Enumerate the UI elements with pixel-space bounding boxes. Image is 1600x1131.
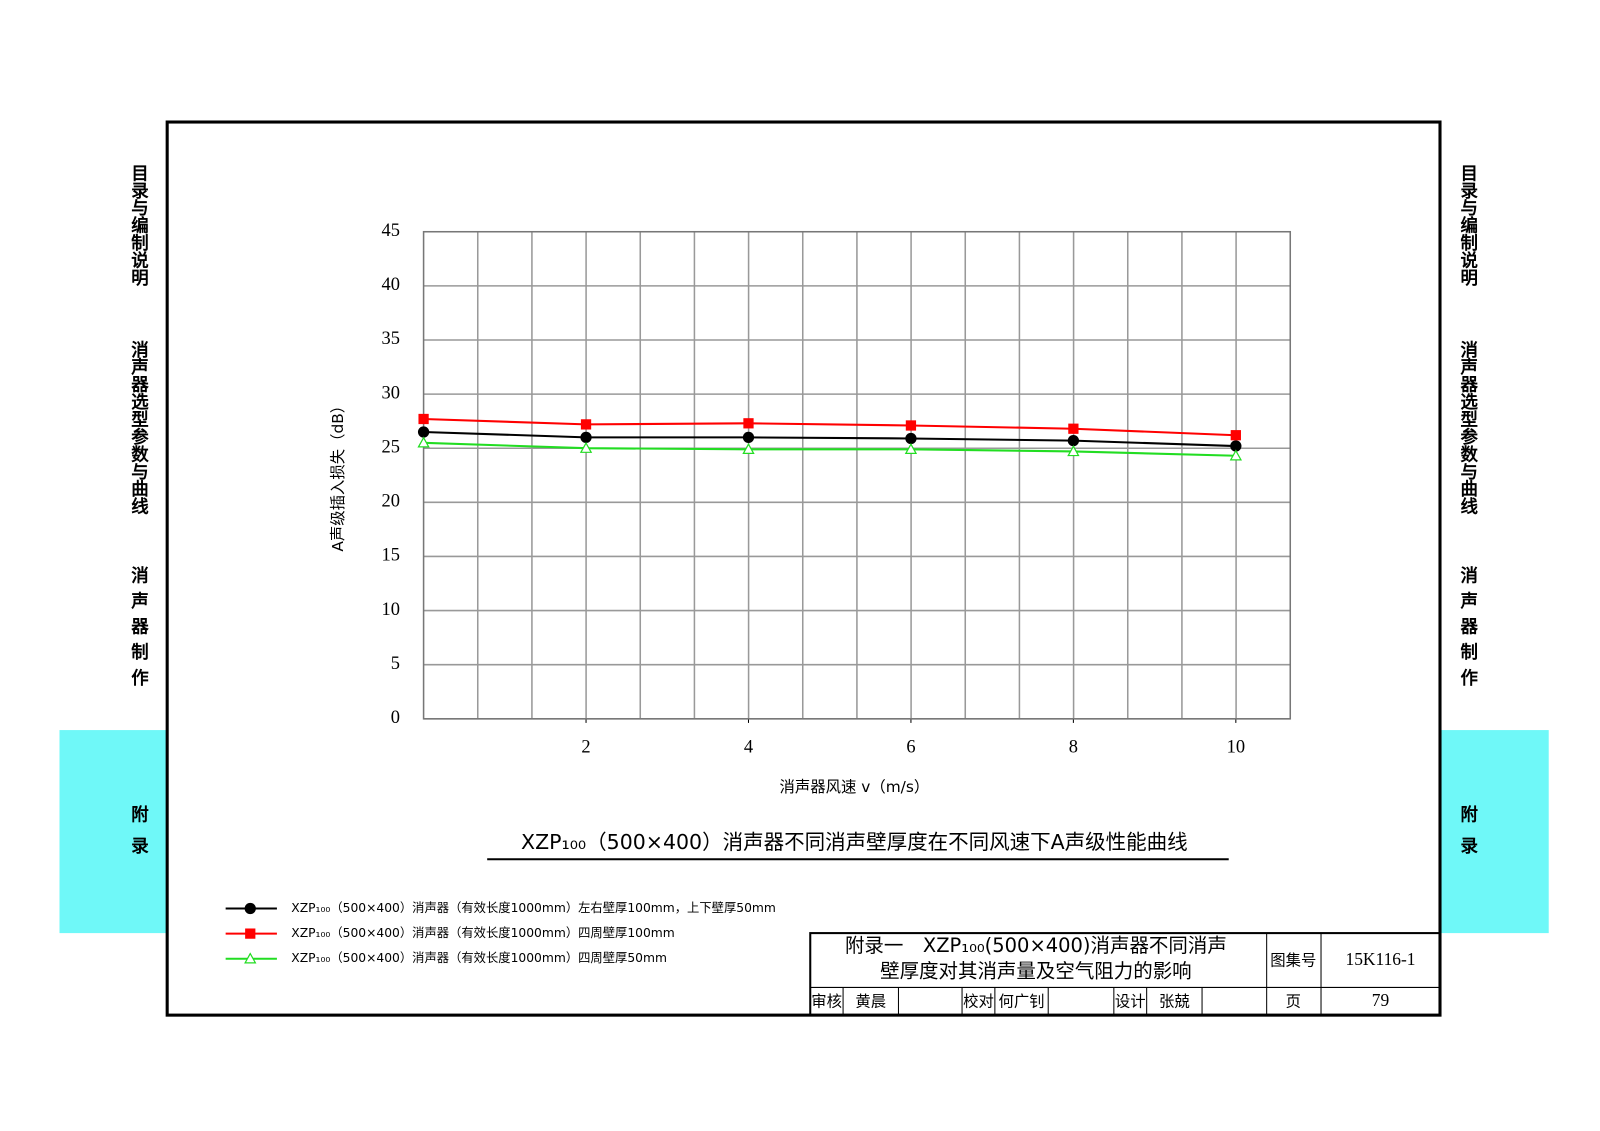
marker <box>743 418 754 429</box>
tab: 消声器选型参数与曲线 <box>128 340 149 516</box>
marker <box>904 442 918 455</box>
x-axis-label: 消声器风速 v（m/s） <box>779 778 929 796</box>
tab: 附录 <box>1458 804 1478 868</box>
series-line <box>423 417 1236 437</box>
x-tick-label: 2 <box>581 737 590 757</box>
page-no: 79 <box>1372 990 1389 1010</box>
check-label: 校对 <box>963 992 994 1010</box>
x-tick-label: 8 <box>1069 737 1078 757</box>
tab: 目录与编制说明 <box>1458 164 1478 287</box>
y-tick-label: 15 <box>382 545 400 565</box>
marker <box>417 436 430 448</box>
legend-label: XZP₁₀₀（500×400）消声器（有效长度1000mm）四周壁厚50mm <box>291 950 667 965</box>
checker: 何广钊 <box>998 992 1044 1010</box>
marker <box>905 432 917 445</box>
marker <box>1067 434 1080 447</box>
reviewer: 黄晨 <box>855 992 886 1010</box>
y-tick-label: 5 <box>391 653 400 673</box>
y-tick-label: 25 <box>382 436 400 456</box>
marker <box>1229 449 1243 461</box>
marker <box>579 441 593 453</box>
legend-label: XZP₁₀₀（500×400）消声器（有效长度1000mm）四周壁厚100mm <box>291 925 674 940</box>
title-block <box>809 932 1442 1017</box>
tab-highlight <box>59 730 168 934</box>
marker <box>244 902 256 915</box>
side-tabs-right: 目录与编制说明 消声器选型参数与曲线 消声器制作 附录 <box>1458 164 1479 868</box>
tab: 消声器制作 <box>1458 565 1479 694</box>
marker <box>1230 430 1241 441</box>
series-line <box>423 441 1236 457</box>
sheet-title: 附录一 XZP₁₀₀(500×400)消声器不同消声 <box>845 934 1227 957</box>
sheet-title: 壁厚度对其消声量及空气阻力的影响 <box>880 960 1192 983</box>
marker <box>1230 440 1242 452</box>
marker <box>417 426 430 438</box>
legend-label: XZP₁₀₀（500×400）消声器（有效长度1000mm）左右壁厚100mm，… <box>291 900 776 915</box>
marker <box>742 431 755 444</box>
marker <box>742 442 755 455</box>
marker <box>1067 445 1080 457</box>
block-frame <box>809 932 1442 1017</box>
chart-title: XZP₁₀₀（500×400）消声器不同消声壁厚度在不同风速下A声级性能曲线 <box>521 830 1188 854</box>
marker <box>1068 423 1079 434</box>
series-line <box>423 430 1236 448</box>
marker <box>244 952 257 964</box>
atlas-no: 15K116-1 <box>1346 949 1416 969</box>
x-tick-label: 6 <box>906 737 915 757</box>
plot-frame <box>422 230 1292 720</box>
marker <box>418 413 429 425</box>
sheet-frame <box>165 120 1442 1017</box>
tab-highlight <box>1440 730 1549 934</box>
design-label: 设计 <box>1115 992 1146 1010</box>
marker <box>905 420 917 431</box>
tab: 消声器制作 <box>128 565 149 694</box>
designer: 张兢 <box>1159 992 1190 1010</box>
marker <box>580 431 592 444</box>
tab: 消声器选型参数与曲线 <box>1458 340 1479 516</box>
y-tick-label: 30 <box>382 382 400 402</box>
atlas-label: 图集号 <box>1270 951 1316 969</box>
x-tick-label: 10 <box>1227 737 1245 757</box>
review-label: 审核 <box>811 992 842 1010</box>
tab: 目录与编制说明 <box>128 164 148 287</box>
title-block-text: 附录一 XZP₁₀₀(500×400)消声器不同消声 壁厚度对其消声量及空气阻力… <box>811 934 1415 1010</box>
y-tick-label: 10 <box>382 599 400 619</box>
page-label: 页 <box>1286 992 1301 1010</box>
y-tick-label: 45 <box>382 220 400 240</box>
y-tick-label: 0 <box>391 707 400 727</box>
y-tick-label: 35 <box>382 328 400 348</box>
x-tick-label: 4 <box>744 737 753 757</box>
marker <box>580 419 592 430</box>
y-tick-label: 20 <box>382 491 400 511</box>
y-axis-label: A声级插入损失（dB） <box>329 398 347 552</box>
tab: 附录 <box>128 804 148 868</box>
side-tabs-left: 目录与编制说明 消声器选型参数与曲线 消声器制作 附录 <box>128 164 149 868</box>
y-tick-label: 40 <box>382 274 400 294</box>
marker <box>245 928 256 939</box>
